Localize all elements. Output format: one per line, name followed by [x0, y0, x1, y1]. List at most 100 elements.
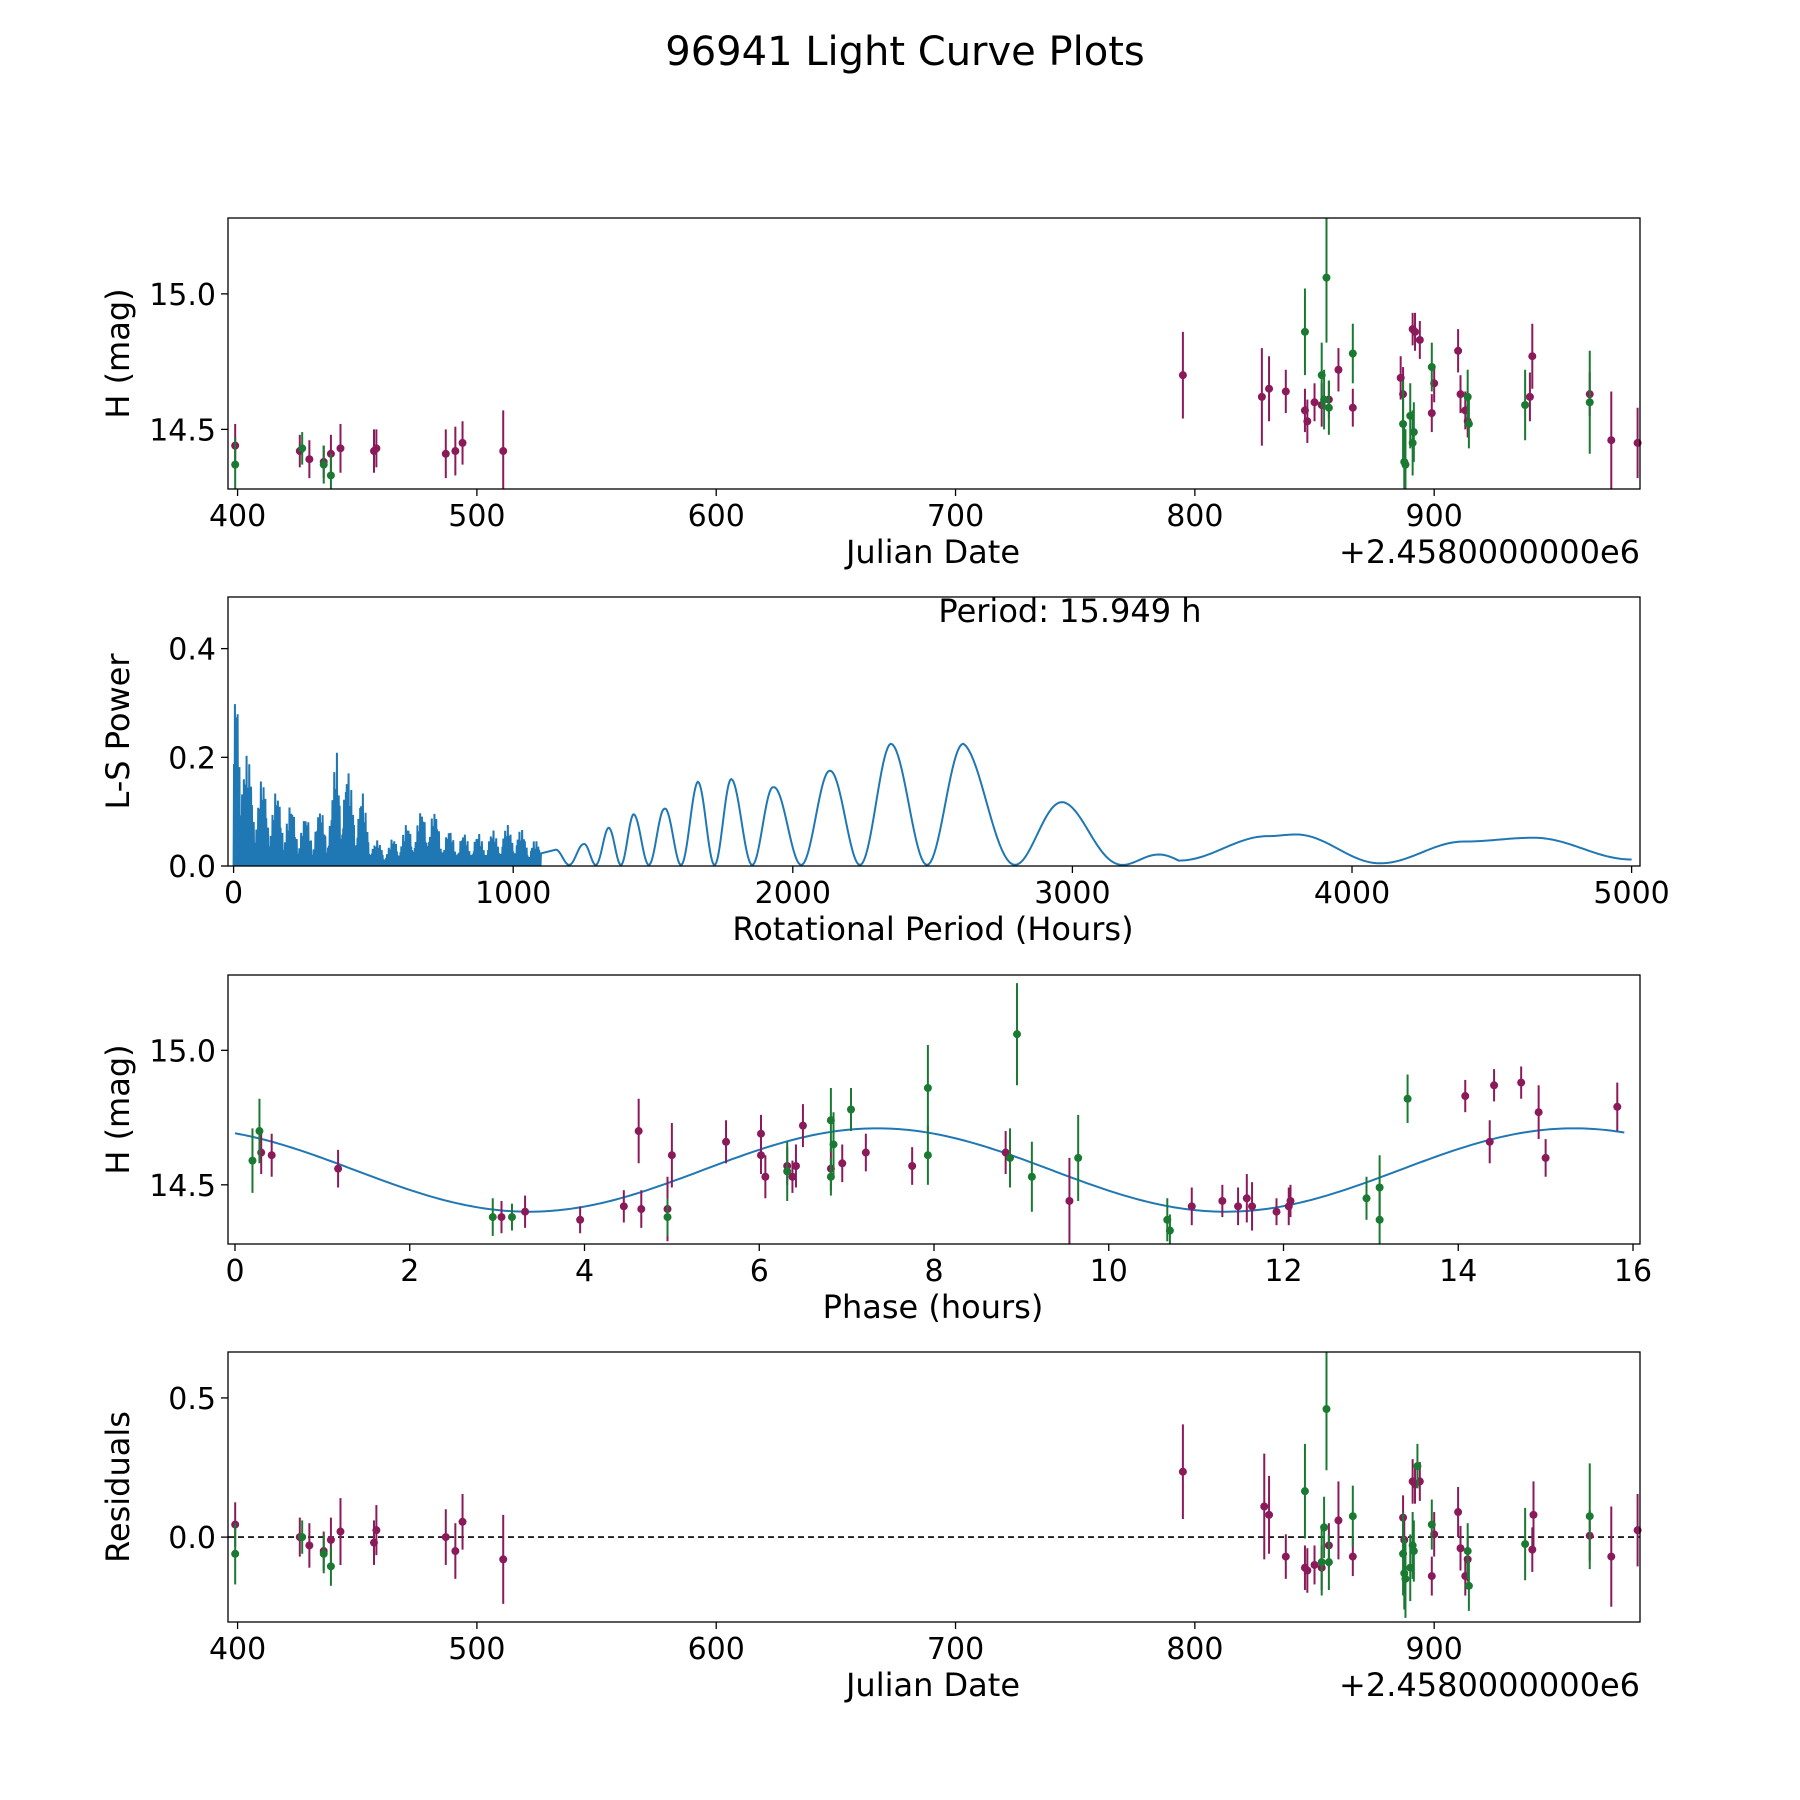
data-point: [305, 455, 314, 464]
data-point: [1234, 1202, 1243, 1211]
data-point: [1281, 1552, 1290, 1561]
data-point: [1521, 1540, 1530, 1549]
data-point: [1408, 438, 1417, 447]
data-point: [1415, 335, 1424, 344]
data-point: [1322, 1405, 1331, 1414]
data-point: [1187, 1202, 1196, 1211]
data-point: [1454, 346, 1463, 355]
x-tick-label: 2000: [755, 876, 831, 911]
data-point: [1300, 1487, 1309, 1496]
data-point: [1348, 1552, 1357, 1561]
series-green: [248, 983, 1412, 1244]
data-point: [1348, 349, 1357, 358]
data-point: [507, 1213, 516, 1222]
y-tick-label: 0.0: [168, 850, 216, 885]
data-point: [788, 1172, 797, 1181]
series-purple: [257, 1066, 1622, 1244]
data-point: [1456, 390, 1465, 399]
data-point: [1375, 1215, 1384, 1224]
plot-frame: [227, 596, 1641, 867]
period-annotation: Period: 15.949 h: [938, 592, 1201, 630]
data-point: [1454, 1508, 1463, 1517]
data-point: [798, 1121, 807, 1130]
data-point: [1456, 1544, 1465, 1553]
data-point: [231, 460, 240, 469]
periodogram-panel: Period: 15.949 h 0 1000 2000 3000 4000 5000 0.…: [99, 592, 1670, 948]
figure-title: 96941 Light Curve Plots: [665, 29, 1144, 75]
data-point: [499, 447, 508, 456]
data-point: [326, 1562, 335, 1571]
data-point: [1310, 398, 1319, 407]
data-point: [1528, 1545, 1537, 1554]
residuals-panel: 400 500 600 700 800 900 0.0 0.5 Julian Date Resid…: [99, 1351, 1642, 1704]
x-tick-label: 1000: [475, 876, 551, 911]
data-point: [1427, 1520, 1436, 1529]
data-point: [372, 444, 381, 453]
data-point: [1427, 1572, 1436, 1581]
data-point: [441, 449, 450, 458]
data-point: [722, 1137, 731, 1146]
data-point: [667, 1151, 676, 1160]
data-point: [451, 447, 460, 456]
x-tick-label: 500: [448, 499, 505, 534]
data-point: [1461, 1092, 1470, 1101]
data-point: [334, 1164, 343, 1173]
x-tick-label: 4: [575, 1254, 594, 1289]
x-tick-label: 10: [1090, 1254, 1128, 1289]
data-point: [861, 1148, 870, 1157]
phased-panel: 0 2 4 6 8 10 12 14 16 14.5 15.0 Phase (hours) H (mag…: [99, 974, 1652, 1326]
data-point: [326, 1535, 335, 1544]
series-green: [231, 1352, 1594, 1618]
data-point: [783, 1167, 792, 1176]
periodogram-line: [232, 704, 1632, 866]
data-point: [451, 1547, 460, 1556]
data-point: [326, 471, 335, 480]
x-tick-label: 700: [927, 1632, 984, 1667]
data-point: [497, 1213, 506, 1222]
data-point: [923, 1083, 932, 1092]
data-point: [1303, 1566, 1312, 1575]
data-point: [1399, 419, 1408, 428]
x-tick-label: 5000: [1593, 876, 1669, 911]
data-point: [756, 1129, 765, 1138]
data-point: [1401, 460, 1410, 469]
data-point: [248, 1156, 257, 1165]
data-point: [267, 1151, 276, 1160]
x-axis-label: Julian Date: [844, 1666, 1020, 1704]
data-point: [1463, 392, 1472, 401]
data-point: [1464, 419, 1473, 428]
x-tick-label: 0: [225, 1254, 244, 1289]
y-tick-label: 15.0: [149, 278, 216, 313]
y-axis-label: L-S Power: [99, 653, 137, 810]
data-point: [1585, 398, 1594, 407]
data-point: [499, 1555, 508, 1564]
x-axis-label: Rotational Period (Hours): [732, 910, 1133, 948]
data-point: [1362, 1194, 1371, 1203]
data-point: [1517, 1078, 1526, 1087]
plot-frame: [227, 1351, 1641, 1623]
data-point: [1178, 1467, 1187, 1476]
data-point: [1265, 1510, 1274, 1519]
data-point: [1528, 352, 1537, 361]
x-tick-label: 0: [224, 876, 243, 911]
data-point: [1006, 1153, 1015, 1162]
data-point: [1324, 1558, 1333, 1567]
y-tick-label: 14.5: [149, 413, 216, 448]
x-tick-label: 14: [1439, 1254, 1477, 1289]
data-point: [255, 1127, 264, 1136]
data-point: [336, 444, 345, 453]
data-point: [521, 1207, 530, 1216]
data-point: [1303, 417, 1312, 426]
x-tick-label: 500: [448, 1632, 505, 1667]
data-point: [488, 1213, 497, 1222]
x-tick-label: 800: [1166, 499, 1223, 534]
x-tick-label: 400: [209, 499, 266, 534]
x-tick-label: 16: [1614, 1254, 1652, 1289]
x-tick-label: 700: [927, 499, 984, 534]
data-point: [1427, 409, 1436, 418]
data-point: [319, 1549, 328, 1558]
x-tick-label: 400: [209, 1632, 266, 1667]
data-point: [1413, 1462, 1422, 1471]
data-point: [761, 1172, 770, 1181]
